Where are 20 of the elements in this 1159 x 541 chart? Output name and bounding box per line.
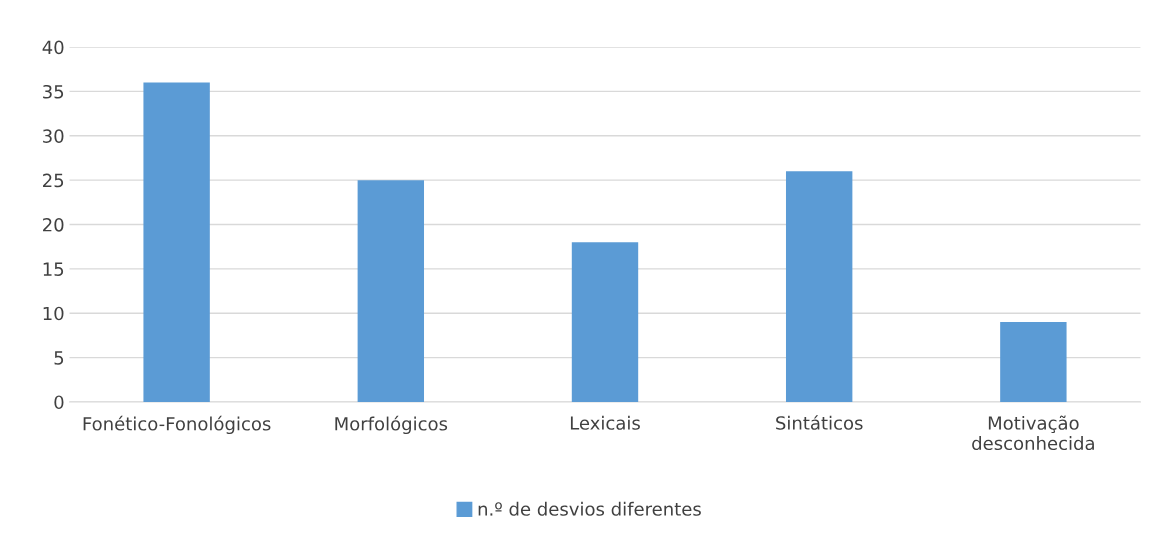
y-tick-label: 20 <box>43 217 64 232</box>
y-tick-label: 35 <box>43 84 64 99</box>
x-tick-label: Fonético-Fonológicos <box>83 415 271 435</box>
y-tick-label: 25 <box>43 173 64 188</box>
x-tick-label: Lexicais <box>570 415 640 430</box>
bar <box>571 242 639 402</box>
x-tick-label: Morfológicos <box>335 415 448 435</box>
legend-label: n.º de desvios diferentes <box>478 501 701 516</box>
bar <box>785 171 853 402</box>
x-tick-label: Motivação desconhecida <box>972 415 1094 451</box>
y-tick-label: 0 <box>54 395 64 410</box>
y-tick-label: 40 <box>42 40 64 55</box>
y-tick-label: 5 <box>54 351 64 365</box>
bar <box>357 180 425 402</box>
bar <box>1000 322 1067 402</box>
x-tick-label: Sintáticos <box>776 415 863 430</box>
y-tick-label: 30 <box>43 129 64 143</box>
bar <box>143 82 210 402</box>
y-tick-label: 10 <box>43 306 64 321</box>
y-tick-label: 15 <box>43 262 64 276</box>
